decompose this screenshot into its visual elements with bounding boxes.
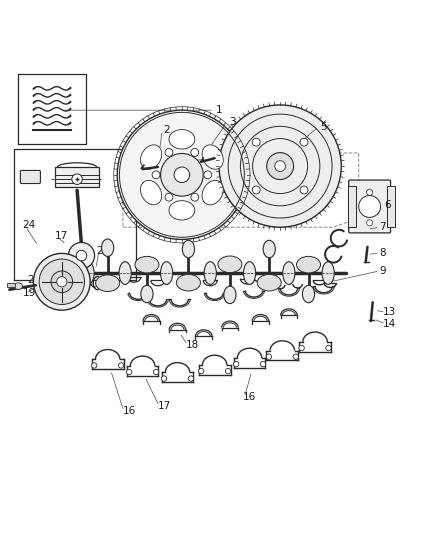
Circle shape xyxy=(72,174,82,184)
Text: 19: 19 xyxy=(22,288,36,298)
Circle shape xyxy=(267,152,293,180)
Circle shape xyxy=(260,361,266,367)
Ellipse shape xyxy=(95,275,120,292)
Ellipse shape xyxy=(135,256,159,273)
Text: 6: 6 xyxy=(384,200,390,211)
Ellipse shape xyxy=(202,145,223,169)
Text: 5: 5 xyxy=(321,122,327,132)
Circle shape xyxy=(165,149,173,156)
FancyBboxPatch shape xyxy=(20,171,40,183)
Circle shape xyxy=(300,186,308,194)
Circle shape xyxy=(39,259,85,304)
Circle shape xyxy=(57,277,67,287)
Ellipse shape xyxy=(141,145,162,169)
Circle shape xyxy=(191,193,199,201)
Ellipse shape xyxy=(169,200,195,220)
Circle shape xyxy=(152,171,160,179)
Ellipse shape xyxy=(160,262,173,285)
Circle shape xyxy=(226,368,231,374)
Circle shape xyxy=(252,186,260,194)
Circle shape xyxy=(118,363,124,368)
Circle shape xyxy=(300,138,308,146)
Circle shape xyxy=(204,171,212,179)
Ellipse shape xyxy=(141,285,153,303)
Text: 4: 4 xyxy=(183,156,190,166)
Circle shape xyxy=(299,345,304,351)
Text: 2: 2 xyxy=(163,125,170,135)
Text: 20: 20 xyxy=(27,274,40,285)
Circle shape xyxy=(165,193,173,201)
Circle shape xyxy=(191,149,199,156)
Circle shape xyxy=(367,220,373,226)
Circle shape xyxy=(92,363,97,368)
Circle shape xyxy=(117,110,247,239)
Ellipse shape xyxy=(102,239,114,256)
Text: 17: 17 xyxy=(158,401,171,411)
Circle shape xyxy=(293,354,298,359)
FancyBboxPatch shape xyxy=(349,180,391,233)
Text: 13: 13 xyxy=(383,308,396,317)
Ellipse shape xyxy=(283,262,295,285)
Ellipse shape xyxy=(224,286,236,304)
Ellipse shape xyxy=(322,262,334,285)
Circle shape xyxy=(161,376,167,381)
Circle shape xyxy=(219,105,341,227)
Circle shape xyxy=(359,196,381,217)
Ellipse shape xyxy=(297,256,321,273)
Ellipse shape xyxy=(257,274,281,291)
Circle shape xyxy=(33,253,90,310)
Ellipse shape xyxy=(82,262,94,285)
Bar xyxy=(55,167,99,187)
Ellipse shape xyxy=(141,180,162,205)
Ellipse shape xyxy=(169,130,195,149)
Circle shape xyxy=(153,369,159,375)
Ellipse shape xyxy=(204,262,216,285)
Circle shape xyxy=(174,167,190,183)
Ellipse shape xyxy=(244,262,256,285)
Text: 9: 9 xyxy=(379,266,386,276)
Bar xyxy=(7,283,15,287)
Ellipse shape xyxy=(177,274,201,291)
Text: 3: 3 xyxy=(229,117,235,127)
Text: 8: 8 xyxy=(379,248,386,259)
Ellipse shape xyxy=(182,240,194,258)
Circle shape xyxy=(367,189,373,195)
Circle shape xyxy=(76,251,87,261)
Circle shape xyxy=(233,361,239,367)
Bar xyxy=(387,187,395,227)
Circle shape xyxy=(198,368,204,374)
Text: 21: 21 xyxy=(97,246,110,256)
Text: 24: 24 xyxy=(22,220,36,230)
Circle shape xyxy=(252,138,260,146)
Circle shape xyxy=(275,161,286,172)
Ellipse shape xyxy=(14,283,22,289)
Circle shape xyxy=(266,354,272,359)
Text: 16: 16 xyxy=(123,407,136,416)
Ellipse shape xyxy=(218,256,242,272)
Text: 17: 17 xyxy=(55,231,68,241)
Bar xyxy=(348,187,356,227)
Text: 16: 16 xyxy=(243,392,256,402)
Ellipse shape xyxy=(119,262,131,285)
Circle shape xyxy=(161,154,203,196)
Circle shape xyxy=(127,369,132,375)
Ellipse shape xyxy=(302,285,314,303)
Ellipse shape xyxy=(202,180,223,205)
Circle shape xyxy=(68,243,95,269)
Text: 7: 7 xyxy=(379,222,386,232)
Text: 18: 18 xyxy=(186,340,199,350)
Ellipse shape xyxy=(263,240,276,258)
Circle shape xyxy=(188,376,194,381)
Circle shape xyxy=(51,271,73,293)
Text: 14: 14 xyxy=(383,319,396,329)
Circle shape xyxy=(326,345,331,351)
Text: 1: 1 xyxy=(215,105,223,115)
